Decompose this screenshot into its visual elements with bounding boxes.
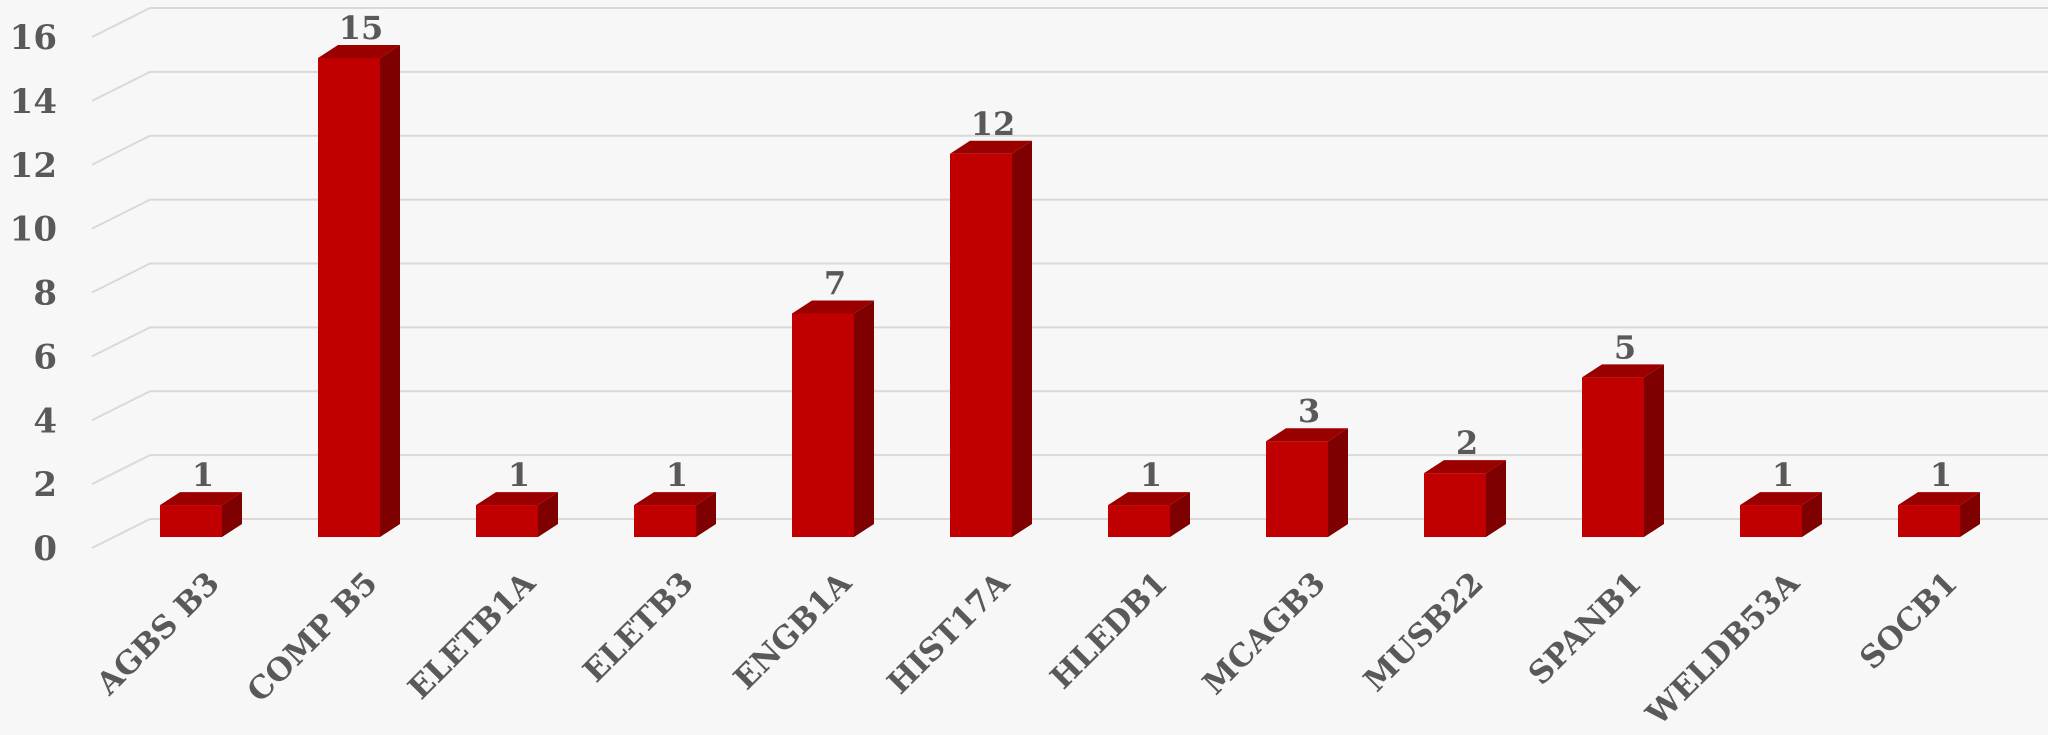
bar-side — [696, 492, 716, 537]
bar-top — [160, 492, 242, 506]
data-label: 1 — [1140, 456, 1162, 494]
x-tick-label: COMP B5 — [240, 565, 384, 709]
bar-front — [1266, 441, 1328, 537]
x-tick-label: HIST17A — [881, 565, 1018, 702]
bar-top — [1108, 492, 1190, 506]
bar-top — [1582, 364, 1664, 378]
gridline — [91, 198, 2048, 230]
bar — [1898, 492, 1980, 537]
y-tick-label: 0 — [33, 529, 57, 569]
bar-side — [854, 300, 874, 537]
x-axis-ticks: AGBS B3 COMP B5 ELETB1A ELETB3 ENGB1A HIST17A… — [89, 565, 1965, 734]
x-tick-label: WELDB53A — [1639, 565, 1808, 731]
bar-side — [1802, 492, 1822, 537]
bar-side — [1960, 492, 1980, 537]
bar-front — [318, 57, 380, 537]
data-label: 15 — [339, 9, 384, 47]
bar — [318, 44, 400, 537]
data-label: 1 — [192, 456, 214, 494]
bar-top — [1266, 428, 1348, 442]
gridline — [91, 70, 2048, 102]
x-tick-label: MUSB22 — [1357, 565, 1491, 699]
bar-side — [1170, 492, 1190, 537]
bar-top — [476, 492, 558, 506]
bar-side — [1486, 460, 1506, 537]
y-axis-ticks: 0 2 4 6 8 10 12 14 16 — [10, 18, 57, 569]
y-tick-label: 4 — [33, 401, 57, 441]
data-label: 12 — [971, 105, 1016, 143]
bars — [160, 44, 1980, 537]
y-tick-label: 16 — [10, 18, 57, 58]
x-tick-label: ELETB1A — [401, 565, 543, 707]
bar — [950, 140, 1032, 537]
bar-top — [1740, 492, 1822, 506]
bar-side — [1328, 428, 1348, 537]
data-label: 1 — [666, 456, 688, 494]
y-tick-label: 12 — [10, 146, 57, 186]
x-tick-label: ENGB1A — [727, 565, 859, 697]
bar-top — [950, 140, 1032, 154]
y-tick-label: 10 — [10, 210, 57, 250]
gridline — [91, 7, 2048, 38]
bar — [1424, 460, 1506, 537]
y-tick-label: 2 — [33, 465, 57, 505]
bar-front — [1108, 505, 1170, 537]
bar — [1108, 492, 1190, 537]
x-tick-label: HLEDB1 — [1044, 565, 1175, 696]
bar — [634, 492, 716, 537]
bar — [1582, 364, 1664, 537]
bar-front — [476, 505, 538, 537]
gridline — [91, 518, 2048, 549]
bar — [1266, 428, 1348, 537]
data-label: 3 — [1298, 392, 1320, 430]
gridline — [91, 262, 2048, 294]
bar-top — [318, 44, 400, 58]
bar — [160, 492, 242, 537]
data-label: 1 — [508, 456, 530, 494]
data-label: 5 — [1614, 328, 1636, 366]
x-tick-label: AGBS B3 — [89, 565, 227, 703]
bar-front — [634, 505, 696, 537]
bar-top — [792, 300, 874, 314]
bar — [476, 492, 558, 537]
bar — [1740, 492, 1822, 537]
bar-side — [538, 492, 558, 537]
x-tick-label: SPANB1 — [1522, 565, 1649, 692]
bar-side — [1012, 140, 1032, 537]
gridline — [91, 390, 2048, 422]
bar-side — [222, 492, 242, 537]
gridline — [91, 326, 2048, 358]
bar-front — [1740, 505, 1802, 537]
data-label: 2 — [1456, 424, 1478, 462]
bar-front — [792, 313, 854, 537]
bar-front — [1898, 505, 1960, 537]
bar-top — [1424, 460, 1506, 474]
y-tick-label: 6 — [33, 337, 57, 377]
y-tick-label: 8 — [33, 274, 57, 314]
x-tick-label: MCAGB3 — [1196, 565, 1333, 702]
gridline — [91, 454, 2048, 486]
y-tick-label: 14 — [10, 82, 57, 122]
x-tick-label: ELETB3 — [576, 565, 700, 689]
gridline — [91, 134, 2048, 166]
bar-front — [160, 505, 222, 537]
bar-side — [380, 44, 400, 537]
data-label: 1 — [1772, 456, 1794, 494]
x-tick-label: SOCB1 — [1853, 565, 1965, 677]
data-label: 7 — [824, 264, 846, 302]
bar-side — [1644, 364, 1664, 537]
gridlines — [91, 7, 2048, 549]
bar — [792, 300, 874, 537]
bar-top — [1898, 492, 1980, 506]
bar-front — [950, 153, 1012, 537]
bar-top — [634, 492, 716, 506]
data-label: 1 — [1930, 456, 1952, 494]
bar-front — [1424, 473, 1486, 537]
bar-front — [1582, 377, 1644, 537]
